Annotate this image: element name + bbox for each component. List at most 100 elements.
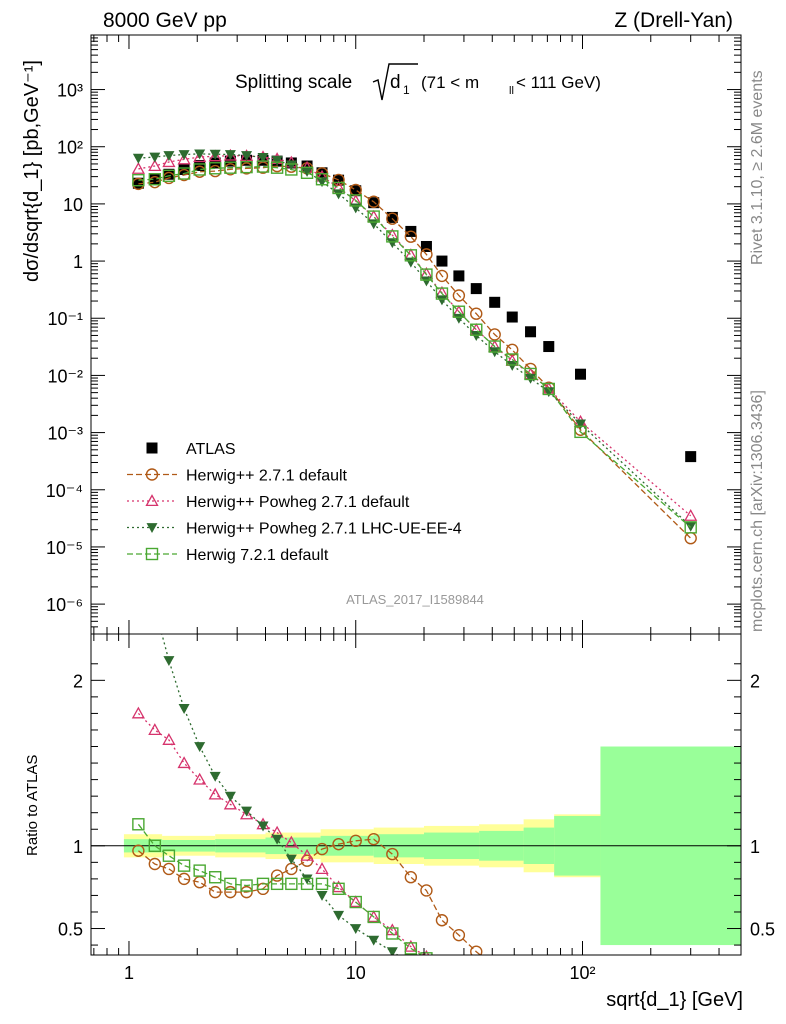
- data-point: [436, 295, 448, 306]
- ratio-line: [137, 712, 425, 955]
- data-point: [386, 211, 398, 223]
- ratio-tick-label-right: 1: [750, 837, 760, 857]
- ratio-line: [161, 634, 399, 955]
- legend-item-3: Herwig++ Powheg 2.7.1 LHC-UE-EE-4: [127, 521, 462, 538]
- x-tick-label: 10²: [569, 963, 595, 983]
- ratio-point: [162, 862, 176, 876]
- ratio-tick-label: 2: [73, 671, 83, 691]
- data-point: [684, 508, 698, 521]
- y-tick-label: 1: [73, 252, 83, 272]
- legend-label: Herwig++ 2.7.1 default: [186, 468, 348, 485]
- data-point: [240, 160, 253, 174]
- ratio-point: [223, 797, 237, 810]
- ratio-point: [367, 910, 380, 924]
- y-tick-label: 10⁻⁴: [46, 481, 83, 501]
- ratio-point: [470, 945, 483, 955]
- series-1-main: [132, 159, 697, 545]
- ratio-data-layer: [91, 634, 741, 969]
- data-point: [332, 173, 345, 187]
- legend-marker: [146, 442, 158, 454]
- legend-item-2: Herwig++ Powheg 2.7.1 default: [127, 494, 410, 511]
- ratio-point: [270, 877, 284, 891]
- y-tick-label: 10⁻¹: [47, 309, 83, 329]
- ratio-point: [385, 923, 399, 936]
- ratio-panel: 1 10 10² 0.5 0.5 1 1 2 2: [58, 633, 775, 983]
- title-subscript: 1: [403, 83, 410, 97]
- ratio-point: [271, 834, 283, 845]
- data-point: [149, 152, 161, 163]
- data-point: [470, 307, 483, 320]
- ratio-point: [148, 857, 162, 871]
- chart-title: Splitting scale d 1 (71 < m ll < 111 GeV…: [235, 63, 601, 101]
- ratio-point: [333, 910, 345, 921]
- data-point: [208, 149, 222, 162]
- legend-label: Herwig++ Powheg 2.7.1 LHC-UE-EE-4: [186, 521, 462, 538]
- ratio-point: [420, 952, 433, 955]
- ratio-point: [300, 877, 314, 891]
- ratio-point: [177, 872, 191, 886]
- mcplots-label: mcplots.cern.ch [arXiv:1306.3436]: [749, 390, 766, 632]
- data-point: [470, 323, 483, 336]
- data-point: [132, 177, 144, 189]
- data-point: [542, 382, 555, 396]
- data-point: [386, 230, 399, 243]
- data-point: [301, 160, 313, 172]
- ratio-tick-label: 1: [73, 837, 83, 857]
- title-symbol: d: [390, 72, 401, 93]
- data-point: [194, 149, 206, 160]
- data-point: [349, 194, 362, 207]
- ratio-point: [193, 864, 206, 877]
- title-range: (71 < m: [421, 73, 479, 92]
- ratio-point: [386, 947, 398, 955]
- legend-marker: [145, 468, 159, 481]
- data-point: [193, 150, 207, 163]
- ratio-point: [224, 885, 237, 899]
- ratio-point: [177, 859, 191, 872]
- ratio-point: [285, 854, 297, 865]
- data-point: [149, 173, 161, 185]
- data-point: [177, 167, 191, 180]
- data-point: [194, 159, 206, 171]
- ratio-point: [404, 942, 418, 955]
- data-point: [193, 163, 206, 176]
- ratio-point: [404, 871, 418, 884]
- ratio-point: [349, 895, 363, 908]
- data-point: [300, 166, 314, 179]
- ratio-point: [367, 832, 380, 846]
- ratio-point: [163, 656, 175, 666]
- ratio-point: [285, 877, 298, 891]
- data-point: [163, 151, 175, 162]
- y-tick-label: 10⁻⁶: [46, 595, 83, 615]
- data-point: [131, 162, 145, 174]
- title-range-end: < 111 GeV): [516, 73, 601, 92]
- data-point: [470, 283, 482, 295]
- ratio-point: [177, 756, 191, 769]
- ratio-point: [131, 706, 145, 719]
- data-point: [420, 276, 432, 287]
- data-point: [575, 368, 587, 380]
- ratio-point: [420, 884, 433, 897]
- data-point: [132, 173, 145, 187]
- data-point: [367, 210, 380, 223]
- data-point: [575, 419, 587, 430]
- header-right: Z (Drell-Yan): [614, 9, 733, 32]
- data-point: [684, 532, 697, 545]
- data-point: [315, 173, 329, 186]
- series-0-main: [132, 154, 697, 463]
- ratio-point: [332, 837, 345, 851]
- ratio-point: [208, 787, 222, 800]
- data-point: [489, 296, 501, 308]
- series-4-ratio: [132, 818, 433, 955]
- main-panel-frame: [90, 34, 742, 635]
- ratio-point: [436, 959, 447, 969]
- data-point: [488, 340, 501, 353]
- ratio-point: [208, 885, 222, 899]
- data-point: [132, 153, 144, 164]
- ratio-point: [315, 842, 329, 856]
- data-point: [350, 185, 362, 197]
- series-2-main: [131, 148, 698, 521]
- ratio-point: [386, 847, 399, 861]
- data-point: [506, 360, 518, 371]
- data-point: [420, 240, 432, 252]
- data-point: [224, 150, 236, 161]
